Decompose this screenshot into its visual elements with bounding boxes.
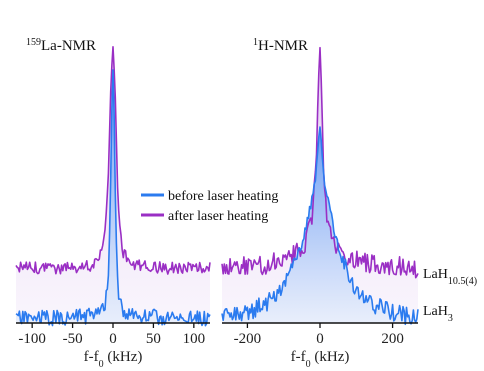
- la-nmr-fills: [16, 46, 210, 326]
- side-label-lah3-text: LaH: [423, 304, 448, 319]
- h-nmr-tick-label: 0: [316, 331, 324, 347]
- la-nmr-title-text: La-NMR: [41, 38, 96, 54]
- h-nmr-panel: -200 0 200 1H-NMR f-f0 (kHz): [221, 37, 419, 370]
- la-nmr-tick-label: -50: [63, 331, 83, 347]
- h-nmr-ticks: -200 0 200: [234, 323, 404, 347]
- la-nmr-tick-label: -100: [18, 331, 46, 347]
- side-label-lah3: LaH3: [423, 304, 453, 324]
- side-label-lah3-sub: 3: [448, 313, 453, 324]
- h-nmr-title-text: H-NMR: [258, 38, 308, 54]
- side-label-lah10-text: LaH: [423, 267, 448, 282]
- h-nmr-before-fill: [222, 127, 418, 325]
- h-nmr-lines: [221, 46, 419, 326]
- h-nmr-x-label-text: f-f: [291, 349, 306, 365]
- legend-label-before: before laser heating: [168, 189, 278, 204]
- h-nmr-before-line: [221, 126, 419, 326]
- h-nmr-x-label-sub: 0: [306, 359, 311, 370]
- side-label-lah10: LaH10.5(4): [423, 267, 477, 287]
- h-nmr-fills: [222, 47, 418, 325]
- legend: before laser heating after laser heating: [141, 189, 278, 224]
- h-nmr-x-label-unit: (kHz): [311, 349, 350, 365]
- legend-label-after: after laser heating: [168, 209, 268, 224]
- h-nmr-title-sup: 1: [253, 37, 258, 48]
- side-label-lah10-sub: 10.5(4): [448, 276, 477, 287]
- la-nmr-panel: -100 -50 0 50 100 159La-NMR f-f0 (kHz): [15, 37, 211, 370]
- la-nmr-before-line: [15, 69, 211, 327]
- la-nmr-x-label-text: f-f: [84, 349, 99, 365]
- la-nmr-title-sup: 159: [26, 37, 41, 48]
- h-nmr-title: 1H-NMR: [253, 37, 308, 55]
- h-nmr-tick-label: 200: [381, 331, 404, 347]
- la-nmr-x-label-sub: 0: [99, 359, 104, 370]
- la-nmr-tick-label: 100: [183, 331, 206, 347]
- la-nmr-before-fill: [16, 70, 210, 326]
- la-nmr-x-label-unit: (kHz): [104, 349, 143, 365]
- la-nmr-ticks: -100 -50 0 50 100: [18, 323, 205, 347]
- la-nmr-title: 159La-NMR: [26, 37, 96, 55]
- h-nmr-after-line: [221, 46, 419, 279]
- la-nmr-x-label: f-f0 (kHz): [84, 349, 143, 370]
- la-nmr-tick-label: 0: [109, 331, 117, 347]
- h-nmr-tick-label: -200: [234, 331, 262, 347]
- la-nmr-after-line: [15, 46, 211, 275]
- la-nmr-lines: [15, 46, 211, 327]
- h-nmr-x-label: f-f0 (kHz): [291, 349, 350, 370]
- la-nmr-tick-label: 50: [146, 331, 161, 347]
